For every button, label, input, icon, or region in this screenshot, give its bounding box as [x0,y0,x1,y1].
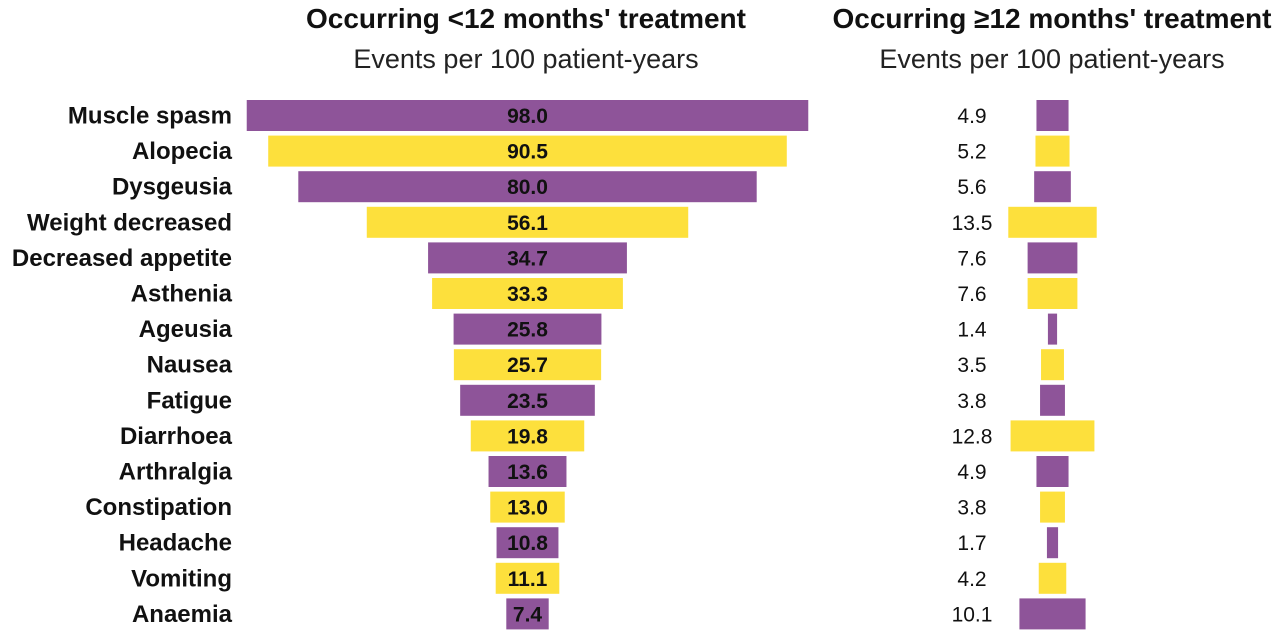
category-label-fatigue: Fatigue [147,387,232,414]
right-value-vomiting: 4.2 [957,568,986,591]
left-bar-alopecia [268,135,787,167]
right-bar-anaemia [1019,598,1086,630]
right-bar-vomiting [1038,562,1067,594]
right-bar-dysgeusia [1034,171,1071,203]
right-bar-nausea [1041,349,1064,381]
right-value-nausea: 3.5 [957,354,986,377]
left-bar-nausea [453,349,602,381]
left-value-nausea: 25.7 [507,354,548,377]
left-value-fatigue: 23.5 [507,390,548,413]
right-value-constipation: 3.8 [957,497,986,520]
left-value-ageusia: 25.8 [507,319,548,342]
left-value-weight-decreased: 56.1 [507,212,548,235]
category-label-constipation: Constipation [85,494,232,521]
category-label-arthralgia: Arthralgia [119,459,233,486]
category-label-alopecia: Alopecia [132,138,233,165]
right-value-diarrhoea: 12.8 [952,425,993,448]
right-bar-headache [1046,527,1059,559]
right-bar-diarrhoea [1010,420,1095,452]
category-label-vomiting: Vomiting [131,565,232,592]
chart-rows: Muscle spasm 98.0 4.9 Alopecia 90.5 5.2 Dysgeu… [12,100,1097,630]
left-value-arthralgia: 13.6 [507,461,548,484]
right-bar-weight-decreased [1008,206,1097,238]
category-label-nausea: Nausea [147,352,233,379]
right-value-muscle-spasm: 4.9 [957,105,986,128]
right-bar-ageusia [1047,313,1058,345]
left-bar-asthenia [432,278,623,309]
category-label-decreased-appetite: Decreased appetite [12,245,232,272]
left-value-anaemia: 7.4 [513,603,543,626]
left-bar-vomiting [495,562,560,594]
left-value-diarrhoea: 19.8 [507,425,548,448]
left-value-vomiting: 11.1 [508,568,548,591]
left-bar-headache [496,527,559,559]
left-value-decreased-appetite: 34.7 [507,247,548,270]
right-value-weight-decreased: 13.5 [952,212,993,235]
category-label-headache: Headache [119,530,232,557]
right-bar-alopecia [1035,135,1070,167]
left-bar-ageusia [453,313,602,345]
right-bar-muscle-spasm [1036,100,1069,131]
right-bar-arthralgia [1036,456,1069,487]
category-label-asthenia: Asthenia [131,281,233,308]
left-value-headache: 10.8 [507,532,548,555]
right-value-arthralgia: 4.9 [957,461,986,484]
left-value-constipation: 13.0 [507,497,548,520]
left-bar-decreased-appetite [428,242,627,274]
right-bar-constipation [1040,491,1065,523]
category-label-ageusia: Ageusia [139,316,233,343]
category-label-weight-decreased: Weight decreased [27,209,232,236]
right-value-asthenia: 7.6 [957,283,986,306]
right-value-headache: 1.7 [957,532,986,555]
category-label-anaemia: Anaemia [132,601,233,628]
right-bar-fatigue [1040,384,1065,416]
left-value-alopecia: 90.5 [507,141,548,164]
right-value-alopecia: 5.2 [957,141,986,164]
category-label-dysgeusia: Dysgeusia [112,174,233,201]
right-panel-title: Occurring ≥12 months' treatment [832,3,1271,34]
right-panel-subtitle: Events per 100 patient-years [879,44,1224,74]
left-value-muscle-spasm: 98.0 [507,105,548,128]
left-panel-subtitle: Events per 100 patient-years [353,44,698,74]
left-bar-dysgeusia [298,171,757,203]
right-bar-decreased-appetite [1027,242,1078,274]
left-bar-fatigue [460,384,595,416]
left-bar-anaemia [506,598,549,630]
right-bar-asthenia [1027,278,1078,309]
left-panel-title: Occurring <12 months' treatment [306,3,746,34]
left-bar-arthralgia [488,456,567,487]
left-value-dysgeusia: 80.0 [507,176,548,199]
left-value-asthenia: 33.3 [507,283,548,306]
right-value-anaemia: 10.1 [952,603,993,626]
category-label-diarrhoea: Diarrhoea [120,423,233,450]
left-bar-diarrhoea [470,420,585,452]
left-bar-muscle-spasm [246,100,809,131]
right-value-decreased-appetite: 7.6 [957,247,986,270]
left-bar-constipation [490,491,565,523]
left-bar-weight-decreased [366,206,689,238]
right-value-fatigue: 3.8 [957,390,986,413]
right-value-ageusia: 1.4 [957,319,987,342]
right-value-dysgeusia: 5.6 [957,176,986,199]
category-label-muscle-spasm: Muscle spasm [68,103,232,130]
